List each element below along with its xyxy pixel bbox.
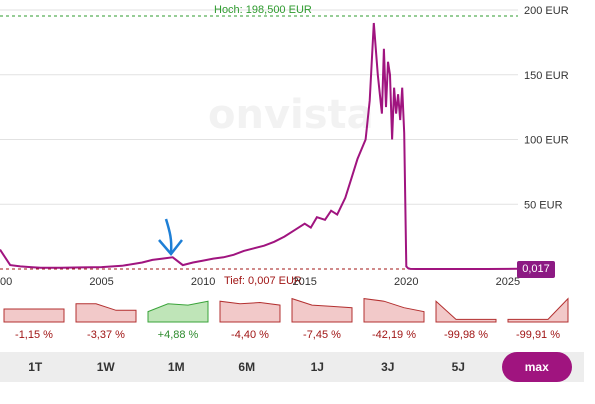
performance-label: +4,88 % [158, 329, 199, 341]
x-tick-label: 2020 [394, 276, 418, 288]
performance-sparkline [435, 300, 497, 323]
performance-label: -3,37 % [87, 329, 125, 341]
current-value-badge: 0,017 [517, 261, 555, 278]
tab-5j[interactable]: 5J [451, 360, 465, 374]
performance-label: -4,40 % [231, 329, 269, 341]
performance-sparkline [507, 297, 569, 323]
performance-sparkline [3, 308, 65, 323]
performance-sparkline [219, 300, 281, 323]
performance-label: -99,98 % [444, 329, 488, 341]
performance-sparkline [147, 300, 209, 323]
x-tick-label: 2015 [292, 276, 316, 288]
x-tick-label: 2000 [0, 276, 12, 288]
tab-3j[interactable]: 3J [381, 360, 395, 374]
performance-sparkline [363, 298, 425, 323]
x-tick-label: 2025 [496, 276, 520, 288]
range-tabs: 1T 1W 1M 6M 1J 3J 5J max [0, 352, 584, 382]
low-label: Tief: 0,007 EUR [224, 275, 302, 287]
price-series-line[interactable] [0, 22, 519, 270]
y-tick-label: 200 EUR [524, 5, 569, 17]
tab-1j[interactable]: 1J [310, 360, 324, 374]
x-tick-label: 2005 [89, 276, 113, 288]
tab-1w[interactable]: 1W [96, 360, 115, 374]
performance-sparkline [291, 297, 353, 323]
arrow-annotation-icon [158, 218, 183, 256]
performance-label: -99,91 % [516, 329, 560, 341]
tab-max[interactable]: max [501, 352, 572, 382]
tab-1t[interactable]: 1T [28, 360, 43, 374]
x-tick-label: 2010 [191, 276, 215, 288]
chart-grid [0, 9, 518, 205]
y-axis: 200 EUR 150 EUR 100 EUR 50 EUR [524, 5, 569, 211]
performance-label: -42,19 % [372, 329, 416, 341]
price-chart: onvista Hoch: 198,500 EUR Tief: 0,007 EU… [0, 4, 569, 341]
y-tick-label: 100 EUR [524, 135, 569, 147]
x-axis: 2000 2005 2010 2015 2020 2025 [0, 276, 520, 288]
y-tick-label: 150 EUR [524, 70, 569, 82]
y-tick-label: 50 EUR [524, 199, 563, 211]
performance-strip: -1,15 % -3,37 % +4,88 % -4,40 % -7,45 % -42,1… [3, 297, 569, 341]
tab-6m[interactable]: 6M [238, 360, 256, 374]
performance-label: -7,45 % [303, 329, 341, 341]
performance-label: -1,15 % [15, 329, 53, 341]
performance-sparkline [75, 303, 137, 323]
high-label: Hoch: 198,500 EUR [214, 4, 312, 16]
watermark: onvista [208, 92, 374, 138]
tab-1m[interactable]: 1M [167, 360, 185, 374]
